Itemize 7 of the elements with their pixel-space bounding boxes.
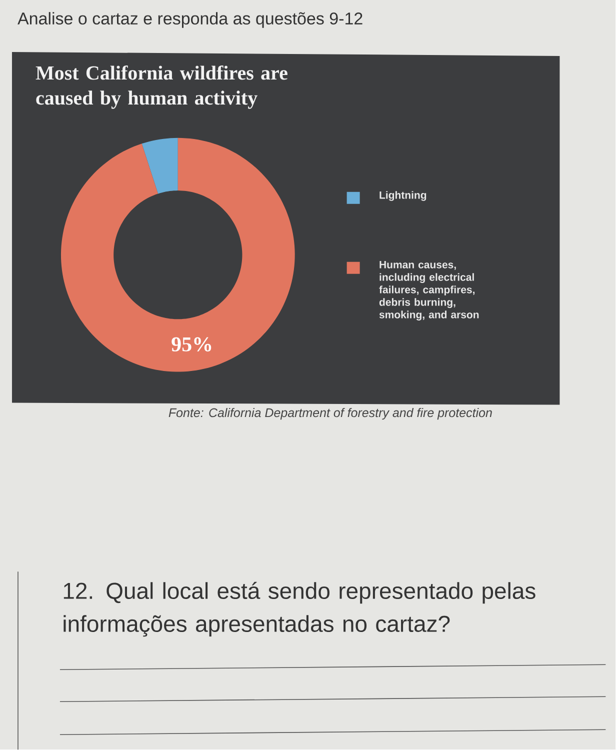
source-note: Fonte: California Department of forestry and fire protection [168, 408, 492, 420]
text: Analise o cartaz e responda as questões 9-12 [18, 12, 362, 28]
legend-label: Human causes, including electrical failures, campfires, debris burning, smoking, and arson [379, 261, 479, 320]
data-label: 95% [172, 337, 212, 352]
legend-label: Lightning [380, 191, 426, 201]
chart-title: Most California wildfires are caused by human activity [36, 65, 288, 109]
text: 12. Qual local está sendo representado pelas informações apresentadas no cartaz? [64, 582, 536, 637]
